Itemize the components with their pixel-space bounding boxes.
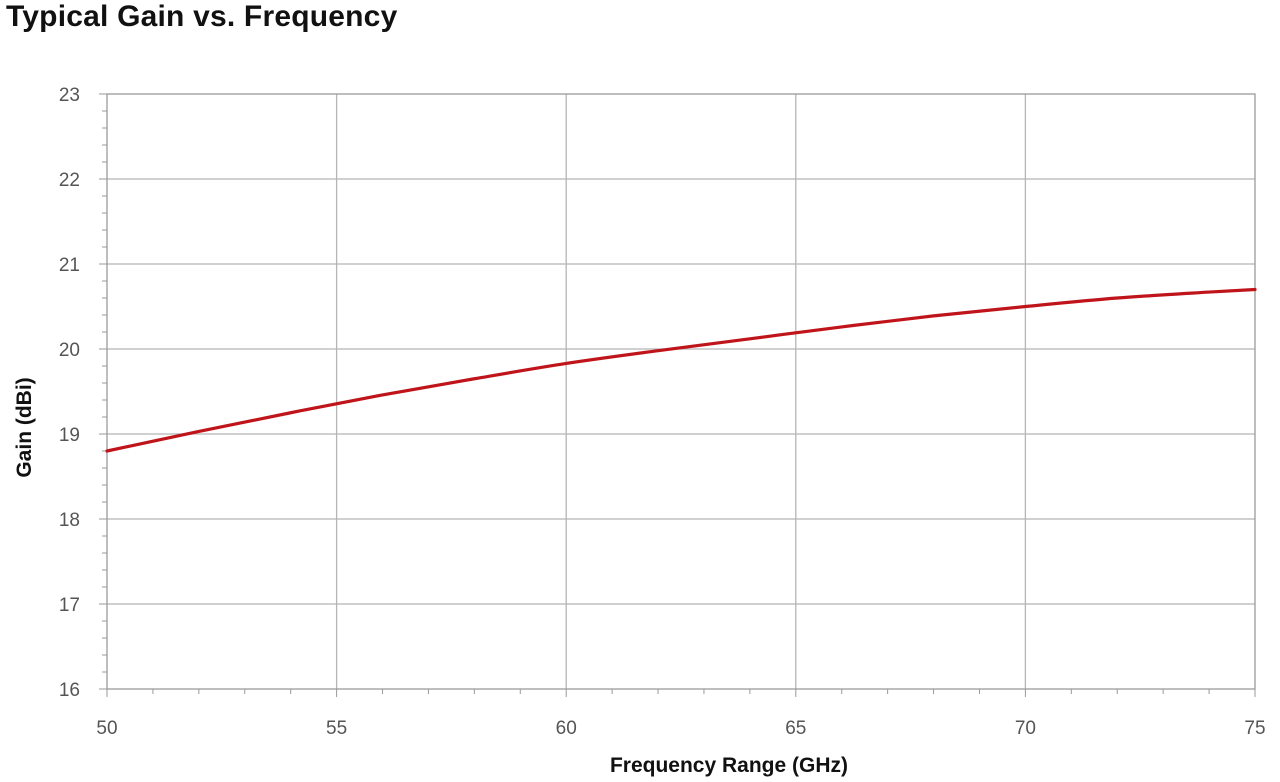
plot-border <box>106 93 1256 690</box>
y-tick-label: 22 <box>59 170 80 191</box>
x-tick-label: 75 <box>1244 718 1265 739</box>
grid-lines <box>107 94 1255 689</box>
x-tick-label: 50 <box>96 718 117 739</box>
gain-series-line <box>105 287 1257 453</box>
series-layer <box>105 287 1257 453</box>
y-tick-label: 16 <box>59 680 80 701</box>
axes <box>106 93 1256 690</box>
x-tick-label: 55 <box>326 718 347 739</box>
y-tick-label: 21 <box>59 255 80 276</box>
x-tick-label: 70 <box>1015 718 1036 739</box>
chart-title: Typical Gain vs. Frequency <box>6 0 398 33</box>
x-tick-label: 65 <box>785 718 806 739</box>
y-tick-label: 17 <box>59 595 80 616</box>
y-axis-title: Gain (dBi) <box>13 377 36 477</box>
y-tick-label: 18 <box>59 510 80 531</box>
y-tick-label: 19 <box>59 425 80 446</box>
y-tick-label: 23 <box>59 85 80 106</box>
tick-labels: 50 55 60 65 70 75 16 17 18 19 20 21 22 23 <box>59 85 1266 739</box>
x-tick-label: 60 <box>556 718 577 739</box>
x-axis-title: Frequency Range (GHz) <box>610 754 848 777</box>
y-tick-label: 20 <box>59 340 80 361</box>
tick-marks <box>99 93 1256 697</box>
